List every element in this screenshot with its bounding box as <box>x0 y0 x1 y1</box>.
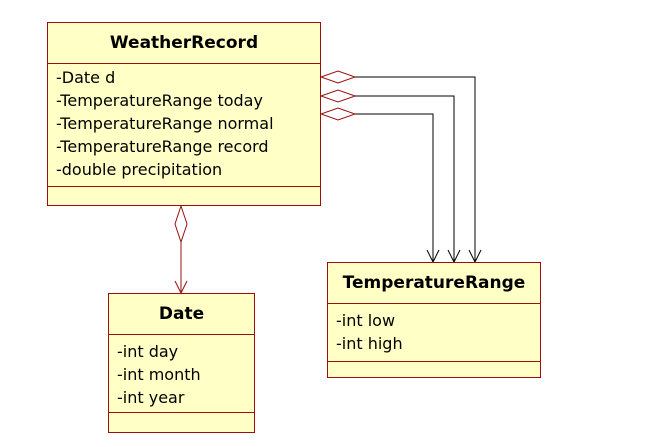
class-weather-record: WeatherRecord -Date d -TemperatureRange … <box>47 22 321 206</box>
connector-line-temperature-range-2 <box>355 95 455 262</box>
attribute: -int year <box>117 388 185 407</box>
attribute: -int high <box>336 334 403 353</box>
class-temperature-range: TemperatureRange -int low -int high <box>327 262 541 378</box>
class-name: Date <box>109 294 254 335</box>
attribute: -TemperatureRange today <box>56 91 263 110</box>
class-name: WeatherRecord <box>48 23 320 64</box>
aggregation-diamond-temperature-range-2 <box>319 89 357 103</box>
attribute: -TemperatureRange normal <box>56 114 274 133</box>
attribute: -double precipitation <box>56 160 223 179</box>
class-attributes: -int day -int month -int year <box>109 335 254 413</box>
attribute: -int day <box>117 342 179 361</box>
connector-line-temperature-range-3 <box>355 113 434 262</box>
aggregation-diamond-temperature-range-1 <box>319 70 357 84</box>
aggregation-diamond-date <box>174 204 188 244</box>
class-attributes: -int low -int high <box>328 304 540 362</box>
attribute: -TemperatureRange record <box>56 137 269 156</box>
attribute: -int low <box>336 311 396 330</box>
connector-line-temperature-range-1 <box>355 76 476 262</box>
attribute: -Date d <box>56 68 116 87</box>
aggregation-diamond-temperature-range-3 <box>319 107 357 121</box>
class-date: Date -int day -int month -int year <box>108 293 255 433</box>
class-attributes: -Date d -TemperatureRange today -Tempera… <box>48 64 320 187</box>
class-name: TemperatureRange <box>328 263 540 304</box>
attribute: -int month <box>117 365 201 384</box>
